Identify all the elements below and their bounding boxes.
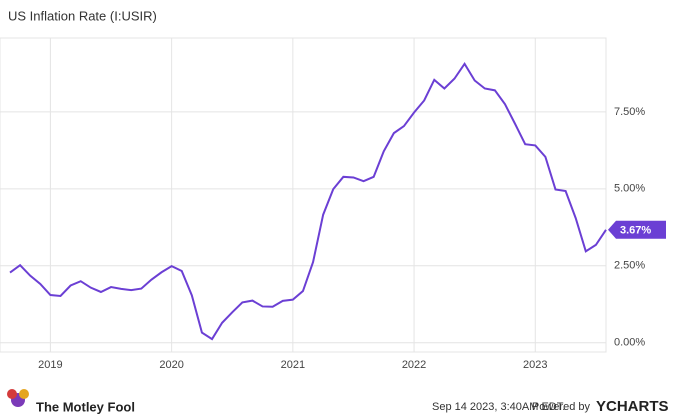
timestamp: Sep 14 2023, 3:40AM EDT. (432, 401, 565, 413)
value-label: 3.67% (620, 225, 651, 237)
y-tick-label: 7.50% (614, 106, 645, 118)
brand: The Motley Fool (36, 399, 135, 414)
x-tick-label: 2022 (402, 359, 426, 371)
provider: YCHARTS (596, 398, 669, 415)
x-tick-label: 2020 (159, 359, 183, 371)
x-tick-label: 2019 (38, 359, 62, 371)
line (9, 62, 607, 341)
x-tick-label: 2023 (523, 359, 547, 371)
y-tick-label: 0.00% (614, 337, 645, 349)
plot-frame (0, 37, 607, 353)
y-tick-label: 5.00% (614, 183, 645, 195)
powered-by: Powered by (532, 401, 591, 413)
chart-title: US Inflation Rate (I:USIR) (8, 8, 157, 23)
x-tick-label: 2021 (281, 359, 305, 371)
value-tag (608, 220, 666, 239)
jester-logo (7, 389, 29, 407)
y-tick-label: 2.50% (614, 260, 645, 272)
